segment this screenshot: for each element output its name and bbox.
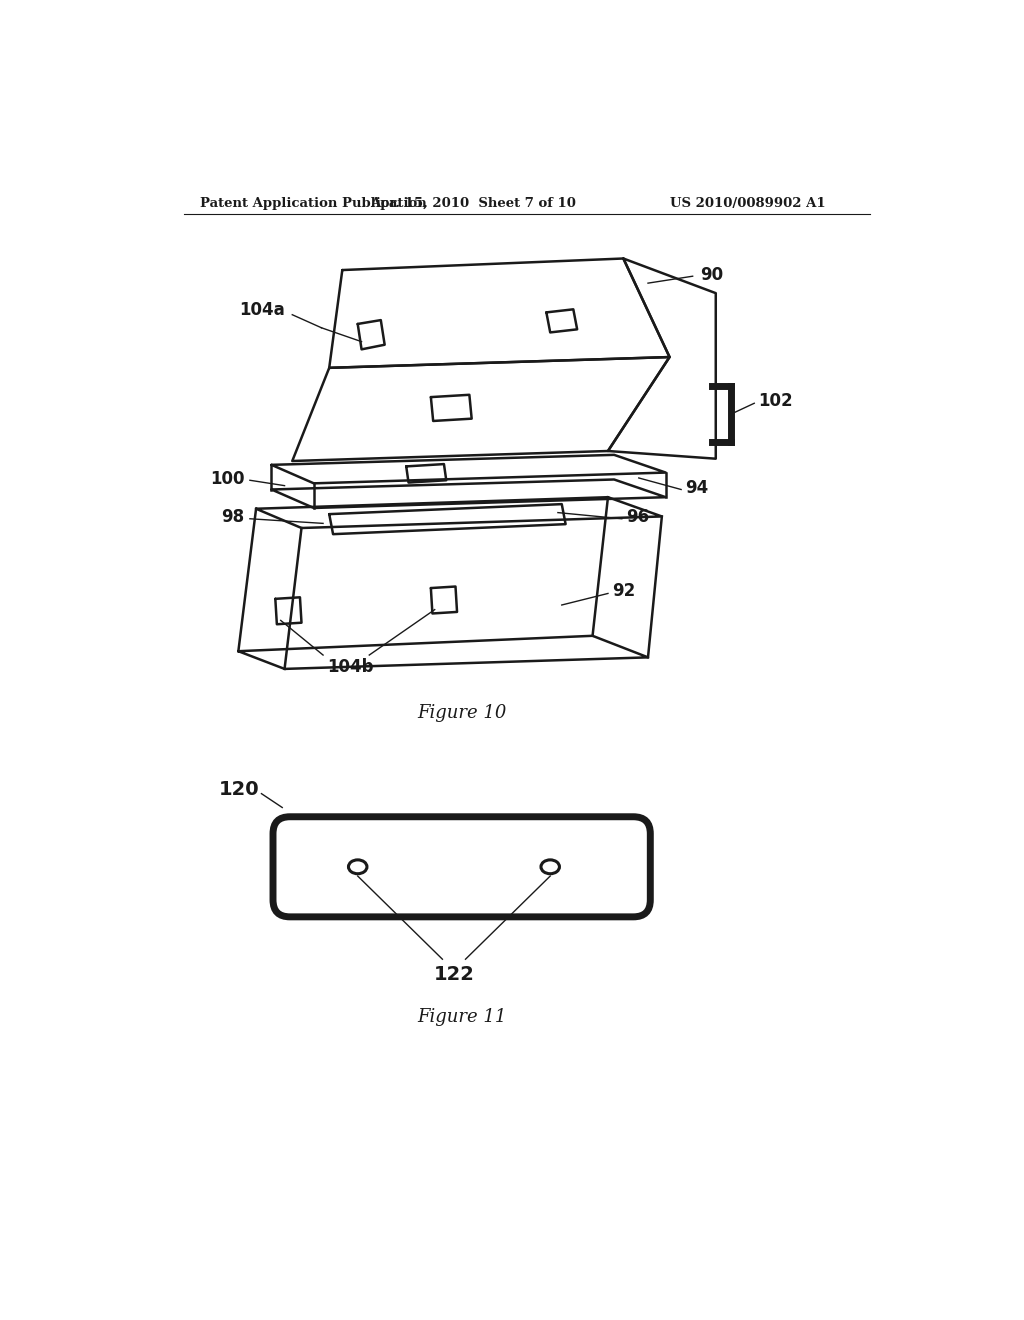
Text: Figure 11: Figure 11 — [417, 1008, 506, 1026]
Text: Apr. 15, 2010  Sheet 7 of 10: Apr. 15, 2010 Sheet 7 of 10 — [371, 197, 577, 210]
Ellipse shape — [348, 859, 367, 874]
Text: 100: 100 — [210, 470, 245, 487]
Text: Figure 10: Figure 10 — [417, 704, 506, 722]
Text: 102: 102 — [758, 392, 793, 411]
FancyBboxPatch shape — [273, 817, 650, 917]
Text: 92: 92 — [611, 582, 635, 601]
Text: 122: 122 — [433, 965, 474, 985]
Text: 94: 94 — [685, 479, 709, 496]
Text: 104b: 104b — [327, 657, 374, 676]
Text: US 2010/0089902 A1: US 2010/0089902 A1 — [670, 197, 825, 210]
Text: 98: 98 — [221, 508, 245, 527]
Text: 104a: 104a — [239, 301, 285, 319]
Text: 90: 90 — [700, 267, 724, 284]
Text: Patent Application Publication: Patent Application Publication — [200, 197, 427, 210]
Text: 96: 96 — [626, 508, 649, 527]
Text: 120: 120 — [218, 780, 259, 800]
Ellipse shape — [541, 859, 559, 874]
